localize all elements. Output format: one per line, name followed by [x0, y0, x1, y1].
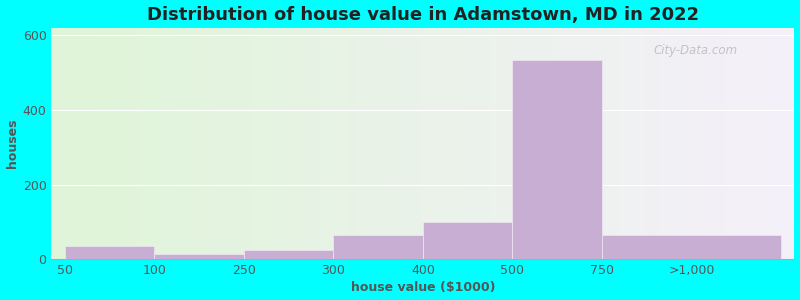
Y-axis label: houses: houses — [6, 119, 18, 168]
Bar — [513, 60, 602, 260]
Bar — [154, 254, 244, 260]
Bar — [602, 235, 781, 260]
Bar — [423, 222, 513, 260]
Bar — [65, 246, 154, 260]
Title: Distribution of house value in Adamstown, MD in 2022: Distribution of house value in Adamstown… — [147, 6, 699, 24]
Bar — [334, 235, 423, 260]
Text: City-Data.com: City-Data.com — [654, 44, 738, 57]
Bar — [244, 250, 334, 260]
X-axis label: house value ($1000): house value ($1000) — [350, 281, 495, 294]
